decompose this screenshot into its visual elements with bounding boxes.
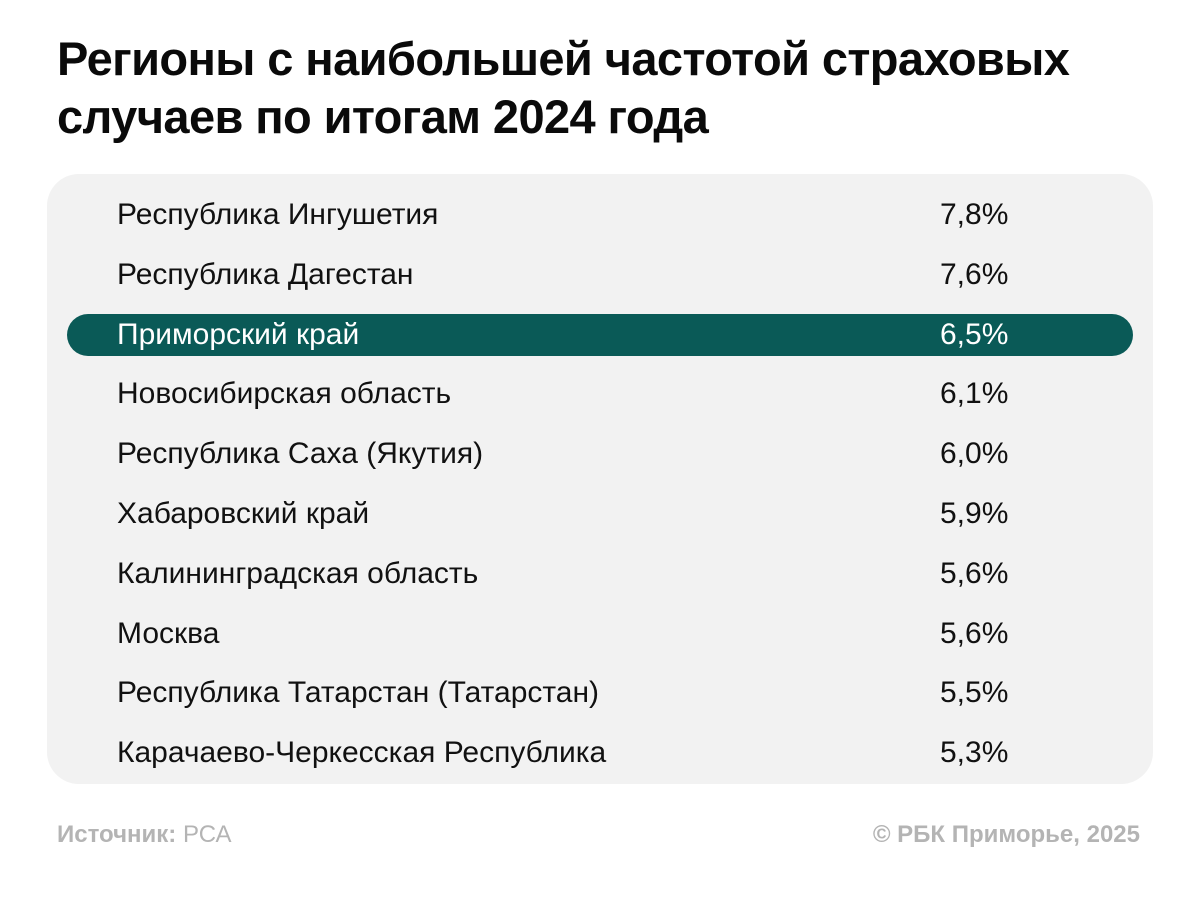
table-row: Республика Дагестан 7,6% <box>0 254 1200 296</box>
region-value: 6,5% <box>940 317 1009 351</box>
region-value: 7,6% <box>940 257 1009 291</box>
region-name: Хабаровский край <box>117 497 370 530</box>
region-value: 5,5% <box>940 676 1009 710</box>
region-value: 5,6% <box>940 616 1009 650</box>
region-value: 6,0% <box>940 437 1009 471</box>
region-value: 6,1% <box>940 377 1009 411</box>
copyright: © РБК Приморье, 2025 <box>872 821 1140 848</box>
region-name: Республика Татарстан (Татарстан) <box>117 676 600 710</box>
source-label: Источник: <box>57 821 177 848</box>
region-value: 5,6% <box>940 556 1009 590</box>
region-name: Республика Саха (Якутия) <box>117 437 484 471</box>
region-name: Карачаево-Черкесская Республика <box>117 736 607 770</box>
region-name: Москва <box>117 616 220 650</box>
region-name: Калининградская область <box>117 556 479 590</box>
table-row: Приморский край 6,5% <box>0 314 1200 356</box>
table-row: Карачаево-Черкесская Республика 5,3% <box>0 732 1200 774</box>
table-panel <box>47 174 1153 784</box>
table-row: Республика Саха (Якутия) 6,0% <box>0 433 1200 475</box>
highlight-bar <box>67 314 1133 357</box>
region-name: Республика Дагестан <box>117 257 414 291</box>
region-value: 5,9% <box>940 497 1009 530</box>
region-value: 5,3% <box>940 736 1009 770</box>
region-name: Новосибирская область <box>117 377 452 411</box>
region-name: Приморский край <box>117 317 360 351</box>
region-value: 7,8% <box>940 198 1009 231</box>
table-row: Новосибирская область 6,1% <box>0 373 1200 415</box>
chart-title: Регионы с наибольшей частотой страховых … <box>57 32 1070 143</box>
source-note: Источник: РСА <box>57 818 232 852</box>
table-row: Москва 5,6% <box>0 613 1200 655</box>
table-row: Калининградская область 5,6% <box>0 553 1200 595</box>
table-row: Республика Татарстан (Татарстан) 5,5% <box>0 672 1200 714</box>
region-name: Республика Ингушетия <box>117 198 439 231</box>
source-value: РСА <box>182 821 232 848</box>
table-row: Хабаровский край 5,9% <box>0 493 1200 535</box>
table-row: Республика Ингушетия 7,8% <box>0 194 1200 236</box>
